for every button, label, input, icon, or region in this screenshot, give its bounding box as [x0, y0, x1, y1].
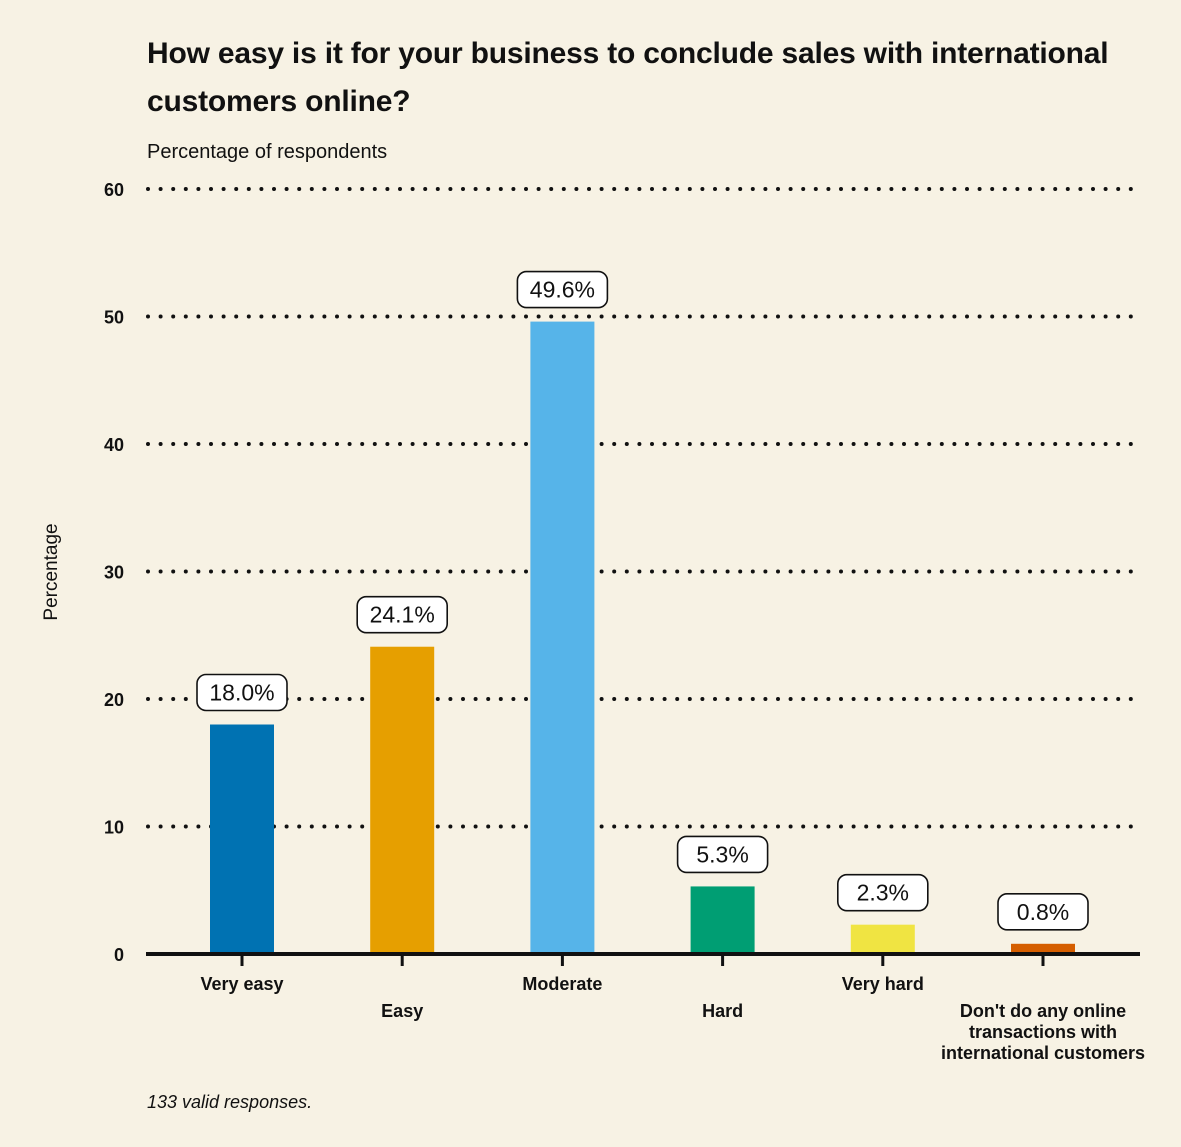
y-tick-label: 30 — [104, 563, 124, 583]
footnote: 133 valid responses. — [147, 1092, 313, 1112]
data-labels: 18.0% 24.1% 49.6% 5.3% 2.3% 0.8% — [196, 270, 1089, 931]
y-axis-label: Percentage — [41, 523, 62, 620]
y-tick-label: 10 — [104, 818, 124, 838]
bar — [530, 321, 595, 955]
x-tick-label: Very easy — [200, 974, 283, 994]
bar — [1011, 943, 1075, 954]
y-axis-ticks: 0 10 20 30 40 50 60 — [104, 180, 124, 965]
x-tick-label: Easy — [381, 1001, 423, 1021]
x-tick-label: transactions with — [969, 1022, 1117, 1042]
y-tick-label: 0 — [114, 945, 124, 965]
bar — [370, 646, 435, 954]
data-label-box — [196, 673, 288, 712]
bar — [210, 724, 274, 954]
x-tick-label: Moderate — [522, 974, 602, 994]
data-label-box — [997, 892, 1089, 931]
bar — [850, 924, 915, 954]
data-label-box — [836, 873, 929, 912]
x-tick-label: Very hard — [842, 974, 924, 994]
bars — [210, 321, 1075, 955]
x-tick-label: international customers — [941, 1043, 1145, 1063]
x-tick-label: Hard — [702, 1001, 743, 1021]
x-tick-label: Don't do any online — [960, 1001, 1126, 1021]
x-axis-ticks: Very easy Easy Moderate Hard Very hard Don't … — [200, 954, 1145, 1063]
chart-subtitle: Percentage of respondents — [147, 141, 388, 163]
data-label-box — [356, 595, 449, 634]
y-tick-label: 20 — [104, 690, 124, 710]
y-tick-label: 60 — [104, 180, 124, 200]
data-label: 5.3% — [696, 841, 748, 867]
data-label-box — [676, 835, 769, 874]
data-label: 49.6% — [530, 277, 595, 303]
bar — [690, 886, 755, 954]
data-label: 18.0% — [209, 680, 274, 706]
y-tick-label: 40 — [104, 435, 124, 455]
chart-title: How easy is it for your business to conc… — [147, 37, 1109, 118]
gridlines — [146, 187, 1142, 829]
data-label: 24.1% — [370, 602, 435, 628]
data-label-box — [516, 270, 609, 309]
y-tick-label: 50 — [104, 308, 124, 328]
data-label: 0.8% — [1017, 899, 1069, 925]
data-label: 2.3% — [857, 880, 909, 906]
